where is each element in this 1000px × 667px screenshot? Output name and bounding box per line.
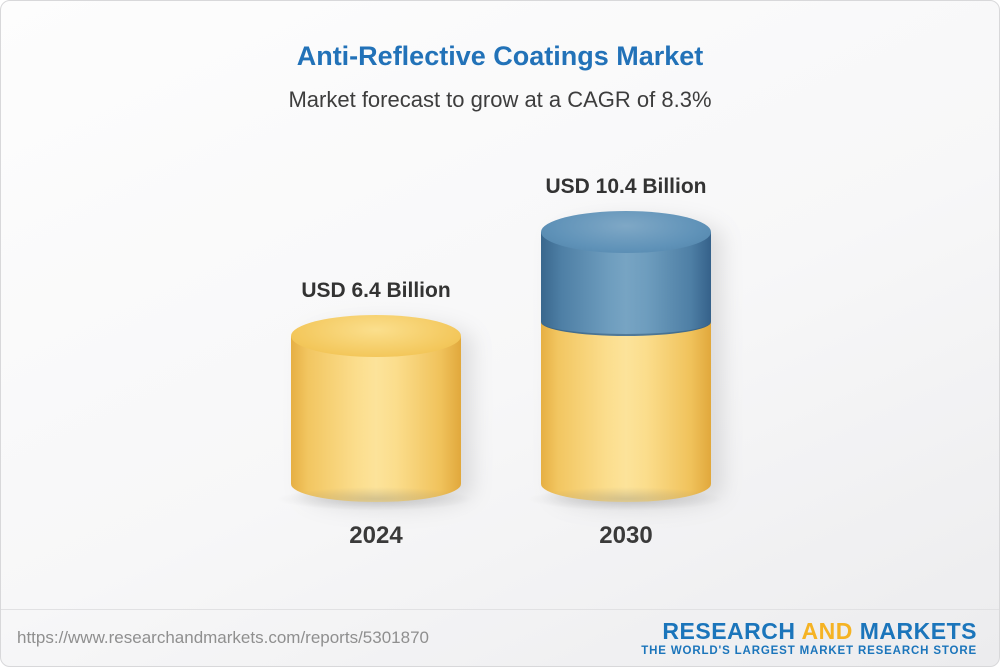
footer: https://www.researchandmarkets.com/repor… <box>1 609 999 666</box>
logo-wordmark: RESEARCH AND MARKETS <box>641 619 977 643</box>
logo-word-and: AND <box>801 617 853 644</box>
logo-word-markets: MARKETS <box>859 617 977 644</box>
research-and-markets-logo[interactable]: RESEARCH AND MARKETS THE WORLD'S LARGEST… <box>641 619 977 657</box>
chart-subtitle: Market forecast to grow at a CAGR of 8.3… <box>288 87 712 112</box>
bar-2024-value-label: USD 6.4 Billion <box>301 278 451 302</box>
cylinder-2030-shadow <box>527 487 725 511</box>
cylinder-2024-body <box>291 335 461 502</box>
cylinder-2024-top-cap <box>291 314 461 357</box>
report-url-link[interactable]: https://www.researchandmarkets.com/repor… <box>17 628 429 647</box>
x-tick-2024: 2024 <box>349 522 403 549</box>
bar-2024: USD 6.4 Billion 2024 <box>277 278 475 549</box>
bar-2030-value-label: USD 10.4 Billion <box>545 174 707 198</box>
cylinder-2030-base-segment <box>541 321 711 502</box>
cylinder-2024-shadow <box>277 487 475 511</box>
cylinder-2030 <box>527 210 725 511</box>
logo-word-research: RESEARCH <box>662 617 796 644</box>
logo-tagline: THE WORLD'S LARGEST MARKET RESEARCH STOR… <box>641 645 977 658</box>
x-tick-2030: 2030 <box>599 522 653 549</box>
cylinder-2024 <box>277 314 475 511</box>
cylinder-2030-top-cap <box>541 210 711 253</box>
bar-2030: USD 10.4 Billion 2030 <box>527 174 725 549</box>
chart-title: Anti-Reflective Coatings Market <box>296 41 704 71</box>
